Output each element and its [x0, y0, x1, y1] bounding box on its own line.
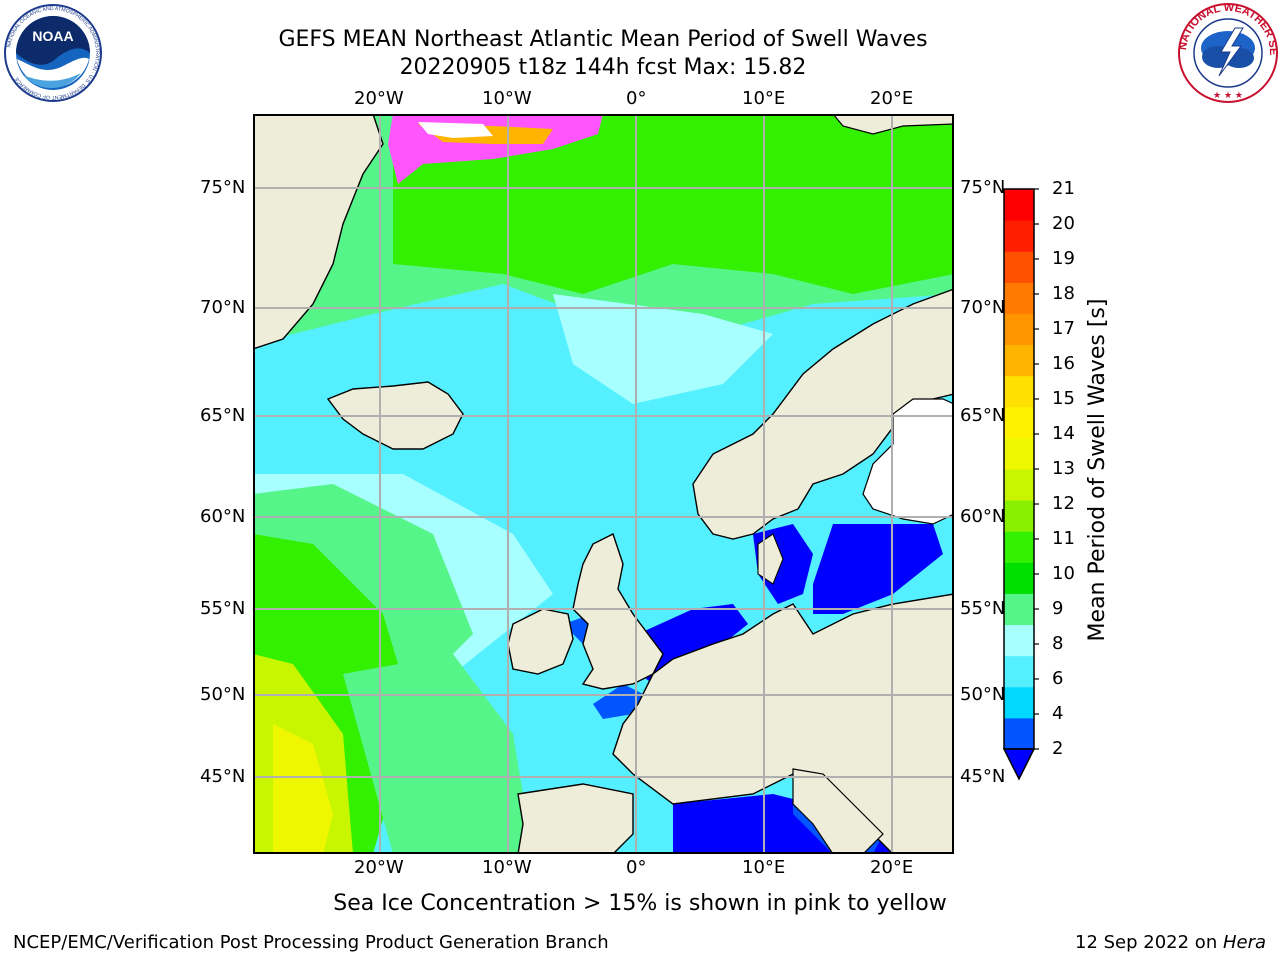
colorbar-segment [1004, 406, 1034, 439]
great-britain-land [572, 533, 664, 690]
footer-date: 12 Sep 2022 on Hera [1075, 932, 1266, 954]
colorbar-tick-label: 9 [1052, 598, 1064, 619]
lat-label-right-70n: 70°N [960, 297, 1006, 318]
footer-machine: Hera [1222, 932, 1266, 953]
footer-date-text: 12 Sep 2022 on [1075, 932, 1223, 953]
barents-sea-field [393, 114, 954, 294]
lat-label-left-65n: 65°N [200, 405, 246, 426]
map-canvas [253, 114, 954, 854]
lon-label-bottom-20w: 20°W [354, 857, 404, 878]
svg-text:★ ★ ★: ★ ★ ★ [1213, 91, 1243, 101]
lon-label-bottom-0: 0° [626, 857, 647, 878]
lat-label-right-50n: 50°N [960, 684, 1006, 705]
colorbar-tick-label: 4 [1052, 703, 1064, 724]
noaa-wordmark: NOAA [32, 28, 73, 44]
north-sea-south-blue [633, 604, 748, 684]
lon-label-bottom-10w: 10°W [482, 857, 532, 878]
lat-label-right-65n: 65°N [960, 405, 1006, 426]
swell-period-map [253, 114, 954, 854]
sea-ice-note: Sea Ice Concentration > 15% is shown in … [333, 891, 947, 916]
continental-europe-land [612, 593, 954, 854]
colorbar-tick-label: 16 [1052, 353, 1075, 374]
colorbar-segment [1004, 220, 1034, 252]
map-subtitle: 20220905 t18z 144h fcst Max: 15.82 [399, 55, 807, 80]
colorbar-tick-label: 17 [1052, 318, 1075, 339]
lon-label-top-20w: 20°W [354, 88, 404, 109]
colorbar-segment [1004, 437, 1034, 470]
colorbar [1000, 185, 1040, 785]
colorbar-segment [1004, 282, 1034, 314]
baltic-blue [813, 524, 943, 614]
lat-label-left-50n: 50°N [200, 684, 246, 705]
biscay-approach-green [343, 654, 533, 854]
colorbar-under-extension [1002, 748, 1036, 781]
lat-label-right-45n: 45°N [960, 766, 1006, 787]
colorbar-segment [1004, 686, 1034, 719]
noaa-logo: NOAA NATIONAL OCEANIC AND ATMOSPHERIC AD… [3, 3, 103, 103]
lon-label-top-10e: 10°E [742, 88, 786, 109]
colorbar-segment [1004, 655, 1034, 688]
map-title: GEFS MEAN Northeast Atlantic Mean Period… [278, 27, 928, 52]
greenland-land [253, 114, 384, 350]
colorbar-tick-label: 2 [1052, 738, 1064, 759]
colorbar-tick-label: 8 [1052, 633, 1064, 654]
lat-label-left-45n: 45°N [200, 766, 246, 787]
colorbar-tick-label: 12 [1052, 493, 1075, 514]
colorbar-segment [1004, 531, 1034, 563]
colorbar-segment [1004, 500, 1034, 532]
iberia-land [517, 783, 634, 854]
colorbar-segment [1004, 251, 1034, 283]
sea-ice-white [418, 122, 493, 138]
colorbar-segment [1004, 717, 1034, 750]
colorbar-tick-label: 13 [1052, 458, 1075, 479]
lon-label-bottom-10e: 10°E [742, 857, 786, 878]
colorbar-tick-label: 14 [1052, 423, 1075, 444]
ireland-land [507, 608, 574, 675]
colorbar-segment [1004, 624, 1034, 657]
colorbar-tick-label: 18 [1052, 283, 1075, 304]
gulf-of-bothnia [862, 398, 954, 525]
colorbar-label: Mean Period of Swell Waves [s] [1085, 298, 1110, 642]
colorbar-tick-label: 6 [1052, 668, 1064, 689]
lat-label-left-60n: 60°N [200, 506, 246, 527]
lat-label-left-75n: 75°N [200, 177, 246, 198]
lat-label-left-55n: 55°N [200, 598, 246, 619]
colorbar-tick-label: 10 [1052, 563, 1075, 584]
colorbar-tick-label: 15 [1052, 388, 1075, 409]
colorbar-segment [1004, 469, 1034, 501]
graticule [253, 114, 954, 854]
colorbar-segment [1004, 562, 1034, 594]
colorbar-tick-label: 20 [1052, 213, 1075, 234]
footer-branch: NCEP/EMC/Verification Post Processing Pr… [13, 932, 609, 953]
colorbar-segment [1004, 313, 1034, 346]
italy-land [792, 768, 884, 854]
scandinavia-land [692, 288, 954, 540]
channel-blue [593, 684, 643, 719]
lon-label-top-20e: 20°E [870, 88, 914, 109]
lat-label-right-75n: 75°N [960, 177, 1006, 198]
colorbar-segment [1004, 593, 1034, 626]
lat-label-left-70n: 70°N [200, 297, 246, 318]
lat-label-right-55n: 55°N [960, 598, 1006, 619]
colorbar-tick-labels: 21 20 19 18 17 16 15 14 13 12 11 10 9 8 6 4 2 [1052, 178, 1092, 768]
colorbar-segment [1004, 189, 1034, 221]
colorbar-tick-label: 21 [1052, 178, 1075, 199]
lat-label-right-60n: 60°N [960, 506, 1006, 527]
norwegian-sea-cyan [553, 294, 773, 404]
nws-logo: NATIONAL WEATHER SERVICE ★ ★ ★ [1173, 0, 1279, 104]
colorbar-tick-label: 19 [1052, 248, 1075, 269]
colorbar-segment [1004, 375, 1034, 408]
colorbar-segment [1004, 344, 1034, 377]
svalbard-land [832, 114, 954, 135]
colorbar-tick-label: 11 [1052, 528, 1075, 549]
atlantic-yellow [273, 724, 333, 854]
lon-label-bottom-20e: 20°E [870, 857, 914, 878]
map-border [253, 114, 954, 854]
lon-label-top-0: 0° [626, 88, 647, 109]
lon-label-top-10w: 10°W [482, 88, 532, 109]
